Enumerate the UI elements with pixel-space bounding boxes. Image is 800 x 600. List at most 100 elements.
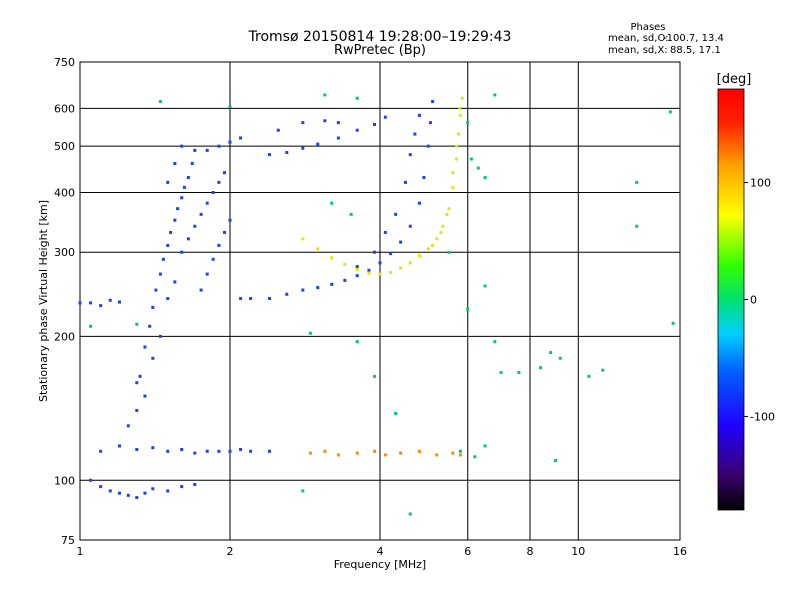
data-point bbox=[431, 243, 435, 247]
data-point bbox=[373, 123, 377, 127]
data-point bbox=[117, 491, 121, 495]
data-point bbox=[228, 218, 232, 222]
data-point bbox=[89, 324, 93, 328]
data-point bbox=[117, 300, 121, 304]
data-point bbox=[635, 224, 639, 228]
data-point bbox=[161, 257, 165, 261]
data-point bbox=[301, 288, 305, 292]
data-point bbox=[426, 144, 430, 148]
data-point bbox=[330, 282, 334, 286]
data-point bbox=[476, 166, 480, 170]
x-tick-label: 10 bbox=[571, 545, 585, 558]
chart-title: Tromsø 20150814 19:28:00–19:29:43 bbox=[248, 29, 512, 45]
data-point bbox=[239, 297, 243, 301]
data-point bbox=[389, 252, 393, 256]
data-point bbox=[349, 212, 353, 216]
stats-o-label: mean, sd,O: bbox=[608, 33, 669, 44]
data-point bbox=[193, 148, 197, 152]
data-point bbox=[499, 371, 503, 375]
data-point bbox=[367, 268, 371, 272]
data-point bbox=[517, 371, 521, 375]
data-point bbox=[117, 444, 121, 448]
data-point bbox=[166, 297, 170, 301]
data-point bbox=[205, 449, 209, 453]
data-point bbox=[435, 237, 439, 241]
x-tick-label: 1 bbox=[77, 545, 84, 558]
data-point bbox=[308, 451, 312, 455]
data-point bbox=[323, 119, 327, 123]
x-tick-label: 2 bbox=[227, 545, 234, 558]
data-point bbox=[228, 105, 232, 109]
y-tick-label: 300 bbox=[54, 246, 75, 259]
data-point bbox=[217, 449, 221, 453]
data-point bbox=[301, 121, 305, 125]
data-point bbox=[408, 261, 412, 265]
data-point bbox=[343, 262, 347, 266]
data-point bbox=[205, 201, 209, 205]
data-point bbox=[447, 207, 451, 211]
y-tick-label: 600 bbox=[54, 102, 75, 115]
x-tick-label: 4 bbox=[377, 545, 384, 558]
data-point bbox=[408, 224, 412, 228]
data-point bbox=[135, 381, 139, 385]
data-point bbox=[205, 148, 209, 152]
data-point bbox=[267, 297, 271, 301]
data-point bbox=[549, 351, 553, 355]
y-tick-label: 200 bbox=[54, 330, 75, 343]
data-point bbox=[186, 175, 190, 179]
data-point bbox=[205, 272, 209, 276]
stats-x-label: mean, sd,X: bbox=[608, 45, 668, 56]
colorbar-tick-label: 0 bbox=[750, 294, 757, 307]
data-point bbox=[394, 212, 398, 216]
data-point bbox=[228, 140, 232, 144]
y-tick-labels: 75 100 200 300 400 500 600 750 bbox=[54, 56, 75, 547]
data-point bbox=[193, 451, 197, 455]
data-point bbox=[399, 240, 403, 244]
data-point bbox=[151, 356, 155, 360]
data-point bbox=[323, 93, 327, 97]
data-point bbox=[373, 374, 377, 378]
data-point bbox=[239, 136, 243, 140]
data-point bbox=[89, 301, 93, 305]
data-point bbox=[343, 278, 347, 282]
data-point bbox=[169, 230, 173, 234]
data-point bbox=[138, 374, 142, 378]
data-point bbox=[458, 113, 462, 117]
data-point bbox=[330, 201, 334, 205]
data-point bbox=[176, 207, 180, 211]
data-point bbox=[469, 157, 473, 161]
data-point bbox=[413, 132, 417, 136]
data-point bbox=[451, 171, 455, 175]
y-tick-label: 75 bbox=[61, 534, 75, 547]
data-point bbox=[417, 254, 421, 258]
data-point bbox=[249, 297, 253, 301]
data-point bbox=[399, 266, 403, 270]
data-point bbox=[473, 455, 477, 459]
data-point bbox=[455, 144, 459, 148]
data-point bbox=[166, 449, 170, 453]
data-point bbox=[458, 106, 462, 110]
data-point bbox=[199, 288, 203, 292]
data-point bbox=[239, 447, 243, 451]
data-points bbox=[78, 93, 675, 516]
x-tick-label: 8 bbox=[527, 545, 534, 558]
data-point bbox=[426, 247, 430, 251]
data-point bbox=[355, 340, 359, 344]
data-point bbox=[408, 153, 412, 157]
data-point bbox=[285, 150, 289, 154]
data-point bbox=[455, 157, 459, 161]
data-point bbox=[217, 243, 221, 247]
stats-o-values: -100.7, 13.4 bbox=[663, 33, 724, 44]
data-point bbox=[158, 272, 162, 276]
data-point bbox=[355, 451, 359, 455]
data-point bbox=[422, 175, 426, 179]
data-point bbox=[323, 449, 327, 453]
data-point bbox=[180, 196, 184, 200]
data-point bbox=[483, 175, 487, 179]
data-point bbox=[460, 96, 464, 100]
data-point bbox=[301, 146, 305, 150]
data-point bbox=[355, 268, 359, 272]
data-point bbox=[493, 340, 497, 344]
chart-subtitle: RwPretec (Bp) bbox=[334, 43, 426, 58]
